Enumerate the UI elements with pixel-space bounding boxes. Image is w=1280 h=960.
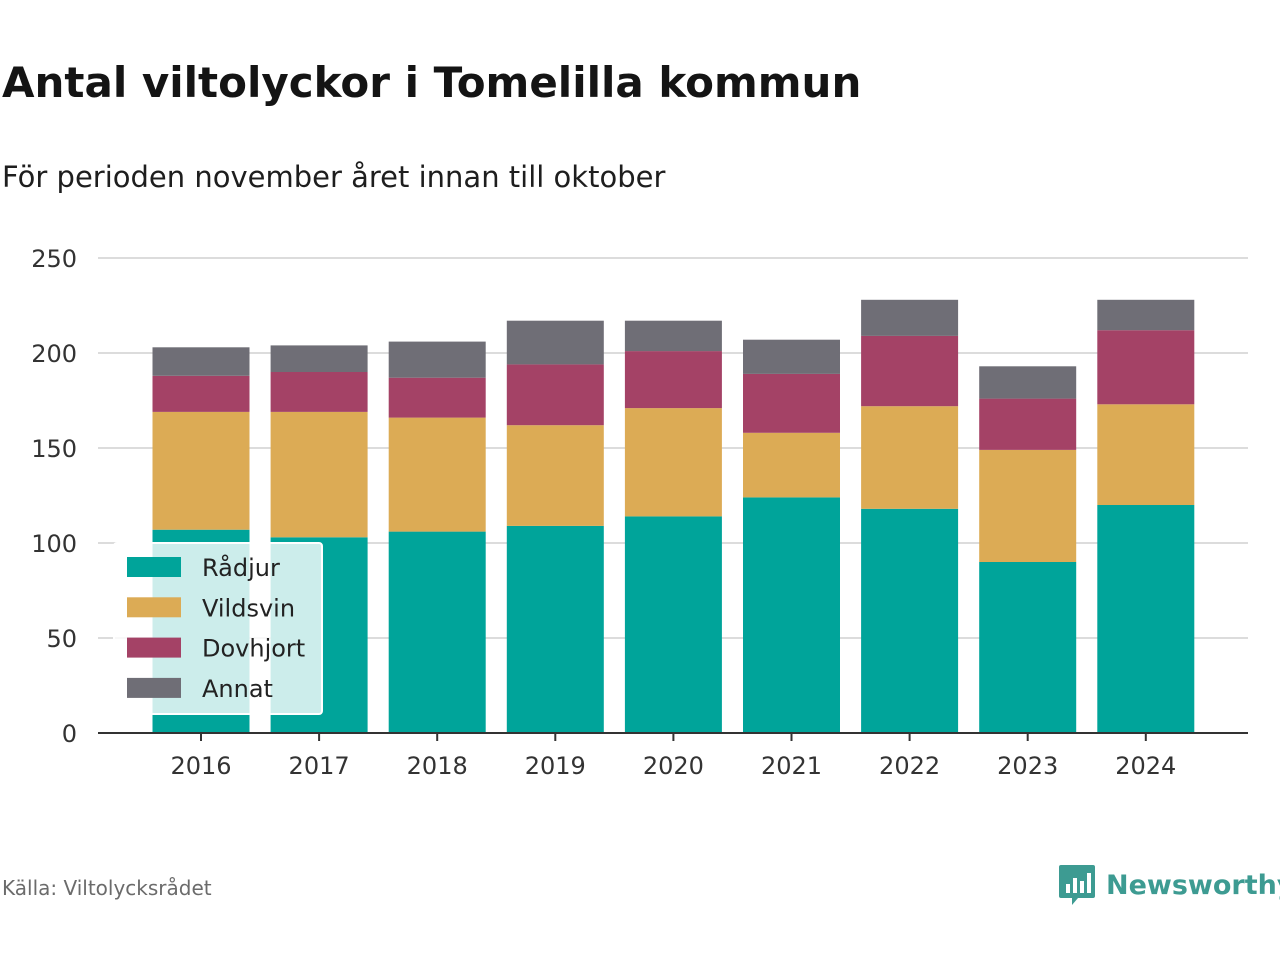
legend-label: Vildsvin: [202, 594, 295, 622]
bar-segment: [861, 299, 959, 336]
bar-segment: [152, 347, 250, 376]
legend-label: Dovhjort: [202, 635, 305, 663]
chart-subtitle: För perioden november året innan till ok…: [2, 160, 666, 194]
y-tick-label: 150: [31, 435, 77, 463]
legend-swatch: [127, 637, 181, 658]
bar-segment: [743, 339, 840, 374]
x-tick-label: 2020: [643, 752, 704, 780]
bar-segment: [624, 408, 722, 517]
chart-title: Antal viltolyckor i Tomelilla kommun: [2, 58, 862, 107]
bar-segment: [506, 525, 604, 733]
bar-segment: [979, 562, 1077, 733]
bar-segment: [152, 375, 250, 412]
x-tick-label: 2017: [289, 752, 350, 780]
x-tick-label: 2023: [997, 752, 1058, 780]
bar-segment: [979, 449, 1077, 562]
bar-segment: [388, 341, 486, 378]
bar-segment: [506, 320, 604, 365]
bar-segment: [506, 425, 604, 526]
bar-segment: [861, 335, 959, 407]
y-tick-label: 0: [62, 720, 77, 748]
bar-segment: [506, 364, 604, 426]
bar-segment: [624, 516, 722, 733]
bar-segment: [743, 373, 840, 433]
legend-swatch: [127, 677, 181, 698]
bar-segment: [979, 366, 1077, 399]
legend-box: [113, 542, 323, 715]
legend-swatch: [127, 597, 181, 618]
bar-segment: [1097, 505, 1195, 733]
bar-segment: [270, 411, 368, 538]
y-tick-label: 50: [46, 625, 77, 653]
bar-segment: [388, 531, 486, 733]
newsworthy-brand: Newsworthy: [1058, 864, 1280, 906]
bar-segment: [861, 508, 959, 733]
y-tick-label: 250: [31, 245, 77, 273]
x-tick-label: 2021: [761, 752, 822, 780]
x-tick-label: 2018: [407, 752, 468, 780]
bar-segment: [743, 432, 840, 498]
y-tick-label: 200: [31, 340, 77, 368]
bar-segment: [152, 411, 250, 530]
bar-segment: [388, 377, 486, 418]
x-tick-label: 2019: [525, 752, 586, 780]
x-tick-label: 2022: [879, 752, 940, 780]
bar-segment: [624, 351, 722, 409]
legend-label: Rådjur: [202, 553, 280, 582]
bar-segment: [979, 398, 1077, 450]
x-tick-label: 2016: [170, 752, 231, 780]
bar-segment: [1097, 330, 1195, 405]
bar-segment: [1097, 404, 1195, 505]
legend-swatch: [127, 557, 181, 577]
bar-segment: [270, 372, 368, 412]
source-note: Källa: Viltolycksrådet: [2, 876, 212, 900]
brand-name: Newsworthy: [1106, 869, 1280, 901]
y-tick-label: 100: [31, 530, 77, 558]
bar-segment: [861, 406, 959, 509]
bar-segment: [388, 417, 486, 532]
bar-segment: [1097, 299, 1195, 331]
newsworthy-logo-icon: [1059, 865, 1095, 905]
bar-segment: [270, 345, 368, 372]
x-tick-label: 2024: [1115, 752, 1176, 780]
bar-segment: [743, 497, 840, 733]
legend-label: Annat: [202, 675, 273, 703]
bar-segment: [624, 320, 722, 352]
